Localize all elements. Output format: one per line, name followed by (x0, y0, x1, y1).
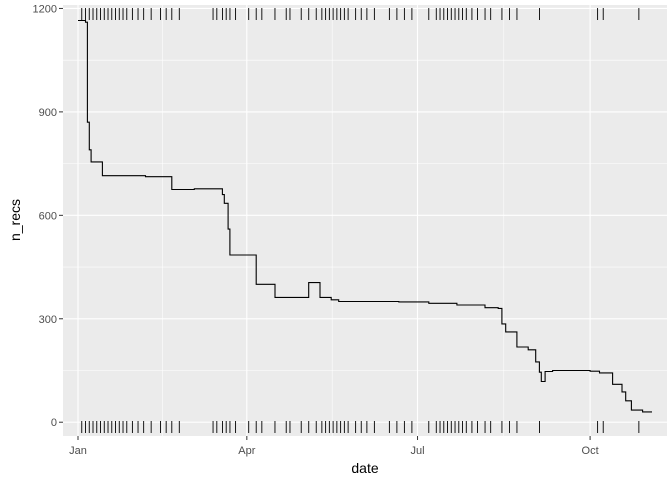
x-tick-label: Oct (582, 445, 599, 457)
x-tick-label: Jul (410, 445, 424, 457)
y-tick-label: 900 (39, 107, 57, 119)
major-gridlines (63, 5, 667, 436)
y-tick-label: 600 (39, 210, 57, 222)
y-axis: 0 300 600 900 1200 (33, 3, 63, 429)
x-axis-title: date (351, 460, 378, 476)
x-tick-label: Jan (69, 445, 87, 457)
minor-gridlines (63, 5, 667, 436)
y-tick-label: 0 (51, 417, 57, 429)
y-tick-label: 1200 (33, 3, 57, 15)
x-tick-label: Apr (238, 445, 255, 457)
x-axis: Jan Apr Jul Oct (69, 436, 599, 457)
rug-bottom (81, 421, 640, 433)
plot-panel (63, 5, 667, 436)
series-line (78, 19, 652, 413)
y-axis-title: n_recs (7, 199, 23, 241)
y-tick-label: 300 (39, 314, 57, 326)
rug-top (81, 8, 640, 20)
